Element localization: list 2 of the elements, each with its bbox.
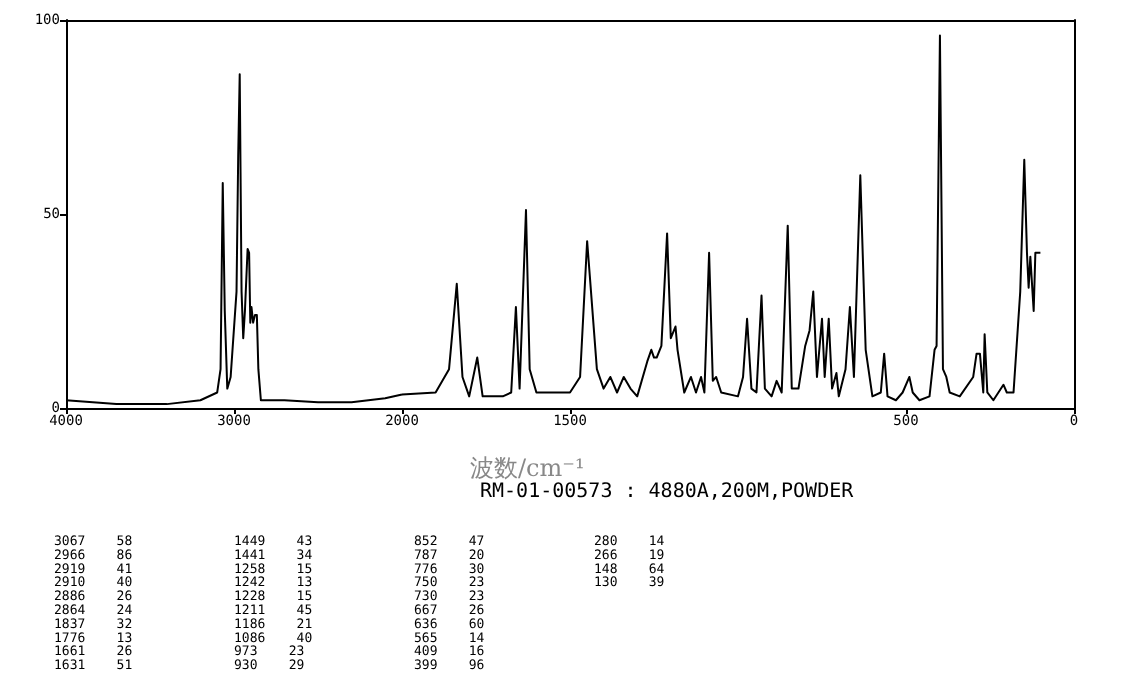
text: RM-01-00573 : 4880A,200M,POWDER (480, 481, 856, 503)
x-axis-title: 波数/cm⁻¹ (470, 454, 585, 482)
